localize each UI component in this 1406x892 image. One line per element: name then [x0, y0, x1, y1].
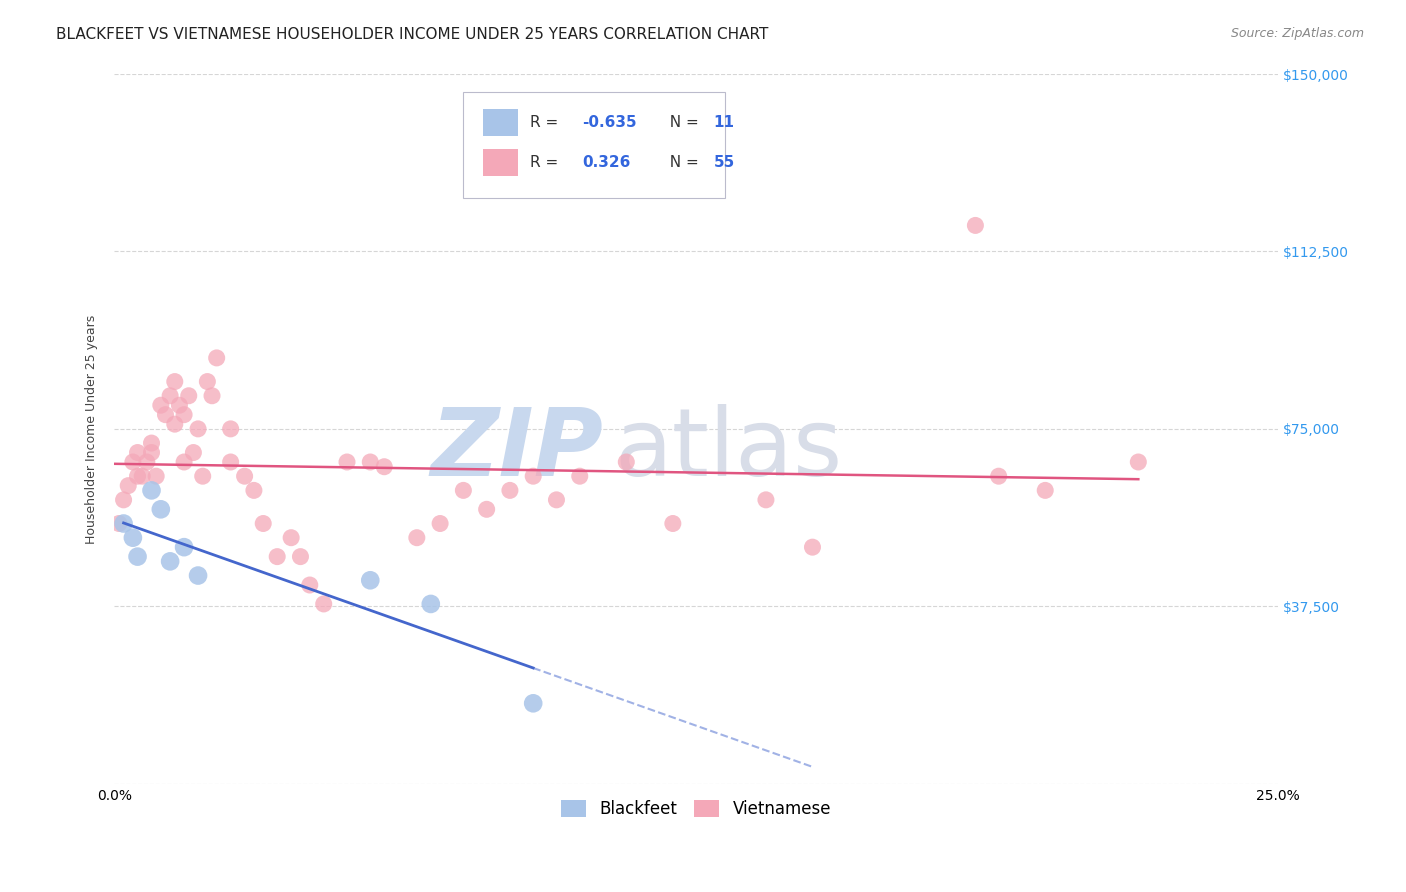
Point	[475, 502, 498, 516]
Point	[280, 531, 302, 545]
FancyBboxPatch shape	[464, 92, 725, 198]
Point	[266, 549, 288, 564]
Text: Source: ZipAtlas.com: Source: ZipAtlas.com	[1230, 27, 1364, 40]
Point	[755, 492, 778, 507]
Point	[127, 469, 149, 483]
FancyBboxPatch shape	[484, 109, 517, 136]
Text: R =: R =	[530, 115, 562, 129]
Point	[112, 492, 135, 507]
Point	[112, 516, 135, 531]
Legend: Blackfeet, Vietnamese: Blackfeet, Vietnamese	[554, 794, 838, 825]
Text: 11: 11	[714, 115, 734, 129]
Point	[173, 408, 195, 422]
Point	[312, 597, 335, 611]
Point	[149, 502, 172, 516]
Text: 55: 55	[714, 155, 735, 170]
Point	[219, 455, 242, 469]
Point	[522, 469, 544, 483]
Point	[419, 597, 441, 611]
Point	[159, 389, 181, 403]
Point	[173, 455, 195, 469]
Point	[163, 375, 186, 389]
Point	[290, 549, 312, 564]
Text: atlas: atlas	[614, 404, 844, 496]
Point	[359, 574, 381, 588]
Point	[177, 389, 200, 403]
Text: BLACKFEET VS VIETNAMESE HOUSEHOLDER INCOME UNDER 25 YEARS CORRELATION CHART: BLACKFEET VS VIETNAMESE HOUSEHOLDER INCO…	[56, 27, 769, 42]
Text: -0.635: -0.635	[582, 115, 637, 129]
Point	[195, 375, 218, 389]
Point	[219, 422, 242, 436]
Point	[141, 445, 163, 459]
Point	[135, 455, 157, 469]
Point	[252, 516, 274, 531]
Point	[127, 445, 149, 459]
Point	[522, 696, 544, 710]
Point	[453, 483, 475, 498]
Text: N =: N =	[659, 155, 703, 170]
Point	[499, 483, 522, 498]
Point	[149, 398, 172, 412]
Point	[1128, 455, 1150, 469]
Point	[662, 516, 685, 531]
Point	[141, 436, 163, 450]
Y-axis label: Householder Income Under 25 years: Householder Income Under 25 years	[86, 314, 98, 543]
Point	[163, 417, 186, 431]
Point	[155, 408, 177, 422]
Point	[173, 540, 195, 554]
Point	[191, 469, 214, 483]
Point	[122, 531, 145, 545]
Point	[405, 531, 427, 545]
Text: R =: R =	[530, 155, 562, 170]
Point	[141, 483, 163, 498]
Point	[373, 459, 395, 474]
FancyBboxPatch shape	[484, 149, 517, 177]
Point	[429, 516, 451, 531]
Point	[965, 219, 987, 233]
Point	[127, 549, 149, 564]
Point	[1033, 483, 1056, 498]
Point	[108, 516, 131, 531]
Point	[159, 554, 181, 568]
Point	[568, 469, 591, 483]
Point	[169, 398, 191, 412]
Point	[131, 469, 153, 483]
Point	[336, 455, 359, 469]
Point	[614, 455, 637, 469]
Point	[233, 469, 256, 483]
Point	[298, 578, 321, 592]
Text: N =: N =	[659, 115, 703, 129]
Text: 0.326: 0.326	[582, 155, 630, 170]
Point	[183, 445, 205, 459]
Point	[117, 478, 139, 492]
Point	[801, 540, 824, 554]
Point	[201, 389, 224, 403]
Point	[546, 492, 568, 507]
Point	[145, 469, 167, 483]
Point	[187, 568, 209, 582]
Point	[122, 455, 145, 469]
Point	[187, 422, 209, 436]
Point	[987, 469, 1010, 483]
Point	[243, 483, 266, 498]
Point	[205, 351, 228, 365]
Text: ZIP: ZIP	[430, 404, 603, 496]
Point	[359, 455, 381, 469]
